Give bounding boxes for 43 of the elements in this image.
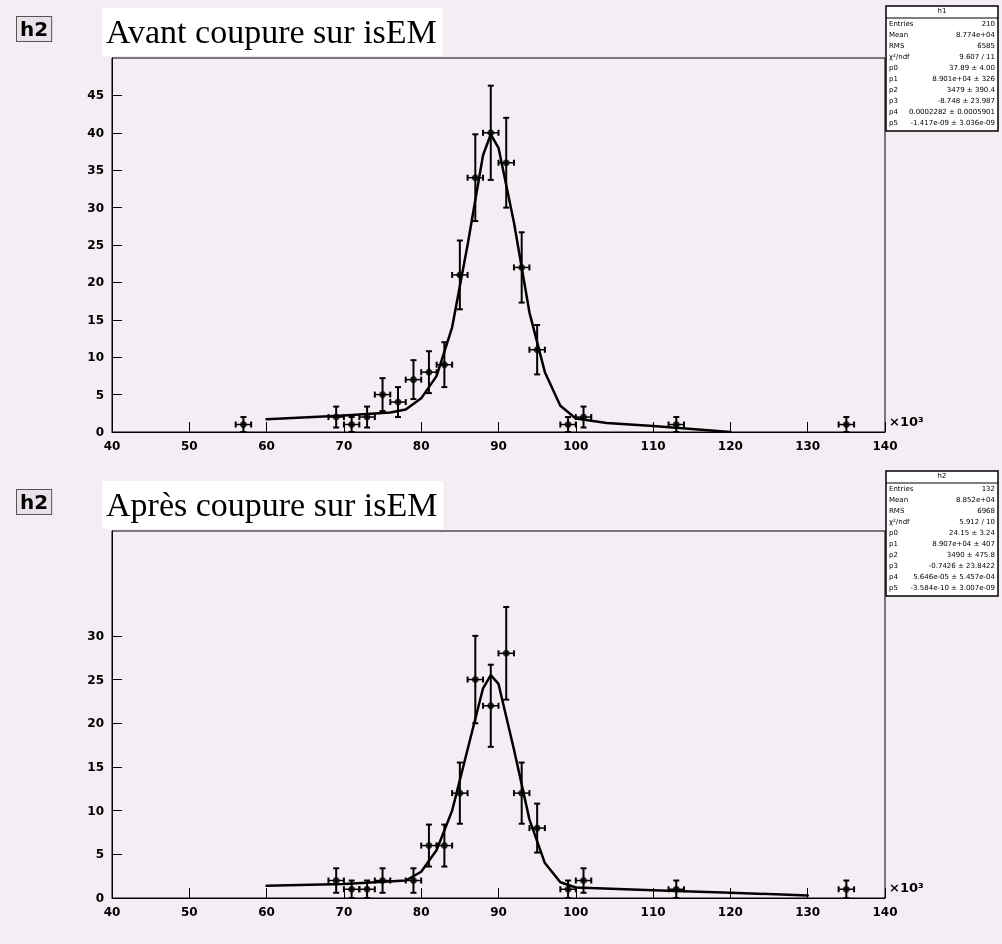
y-tick-label: 5 — [95, 387, 104, 402]
chart-title: Avant coupure sur isEM — [106, 12, 437, 50]
y-tick-label: 20 — [87, 275, 104, 290]
y-tick-label: 40 — [87, 125, 104, 140]
x-tick-label: 120 — [717, 905, 743, 919]
x-tick-label: 50 — [180, 905, 198, 919]
y-tick-label: 0 — [95, 891, 104, 905]
x-tick-label: 100 — [563, 439, 589, 453]
y-tick-label: 10 — [87, 803, 104, 818]
x-tick-label: 60 — [258, 439, 275, 453]
y-tick-label: 30 — [87, 200, 104, 215]
y-tick-label: 5 — [95, 847, 104, 862]
x-tick-label: 120 — [717, 439, 743, 453]
y-tick-label: 45 — [87, 88, 104, 103]
y-tick-label: 20 — [87, 716, 104, 731]
x-tick-label: 110 — [640, 905, 666, 919]
y-tick-label: 10 — [87, 350, 104, 365]
y-tick-label: 15 — [87, 759, 104, 774]
y-tick-label: 25 — [87, 672, 104, 687]
text: h2 — [20, 17, 49, 41]
x-tick-label: 140 — [872, 905, 898, 919]
y-tick-label: 15 — [87, 312, 104, 327]
x-tick-label: 140 — [872, 439, 898, 453]
x-tick-label: 90 — [490, 905, 507, 919]
x-tick-label: 50 — [180, 439, 198, 453]
y-tick-label: 30 — [87, 628, 104, 643]
y-tick-label: 35 — [87, 163, 104, 178]
x-tick-label: 90 — [490, 439, 507, 453]
y-tick-label: 25 — [87, 238, 104, 252]
x-axis-title: ×10³ — [889, 414, 924, 429]
x-tick-label: 130 — [795, 439, 821, 453]
chart-title: Après coupure sur isEM — [106, 485, 438, 523]
x-tick-label: 60 — [258, 905, 275, 919]
x-tick-label: 130 — [795, 905, 821, 919]
x-axis-title: ×10³ — [889, 880, 924, 895]
x-tick-label: 70 — [335, 439, 353, 453]
text: h2 — [20, 490, 49, 514]
x-tick-label: 80 — [412, 905, 430, 919]
y-tick-label: 0 — [95, 425, 104, 439]
x-tick-label: 80 — [412, 439, 430, 453]
x-tick-label: 70 — [335, 905, 353, 919]
x-tick-label: 110 — [640, 439, 666, 453]
x-tick-label: 100 — [563, 905, 589, 919]
